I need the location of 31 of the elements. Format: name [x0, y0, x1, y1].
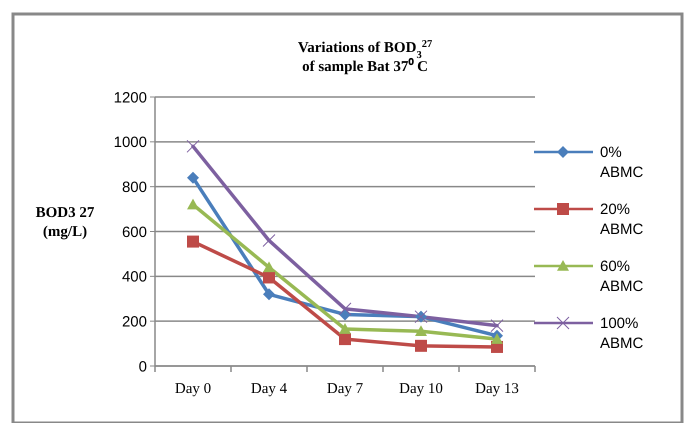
y-tick-label: 1200	[114, 89, 147, 106]
x-tick-label: Day 0	[174, 381, 212, 397]
point	[339, 323, 351, 334]
point	[187, 236, 199, 248]
y-axis-title: BOD3 27 (mg/L)	[36, 205, 95, 240]
y-tick-label: 600	[122, 224, 147, 241]
point	[415, 325, 427, 336]
point	[339, 333, 351, 346]
point	[490, 319, 504, 332]
point	[186, 140, 200, 153]
legend-label: 0% ABMC	[600, 144, 644, 181]
point	[187, 172, 199, 184]
y-tick-label: 800	[122, 178, 147, 196]
point	[187, 198, 199, 210]
y-tick-label: 1000	[114, 134, 147, 152]
y-tick-label: 0	[138, 358, 147, 376]
legend-label: 100% ABMC	[600, 315, 644, 352]
point	[263, 271, 275, 284]
y-tick-label: 200	[122, 313, 147, 330]
point	[338, 302, 352, 316]
legend-label: 20% ABMC	[600, 201, 644, 238]
point	[415, 340, 427, 352]
legend-label: 60% ABMC	[600, 258, 644, 295]
x-tick-label: Day 4	[250, 381, 288, 397]
point	[263, 261, 275, 272]
point	[491, 333, 503, 344]
x-tick-label: Day 13	[475, 381, 519, 397]
x-tick-label: Day 7	[326, 381, 364, 397]
x-tick-label: Day 10	[399, 381, 443, 397]
point	[263, 288, 275, 300]
y-tick-label: 400	[122, 268, 147, 286]
